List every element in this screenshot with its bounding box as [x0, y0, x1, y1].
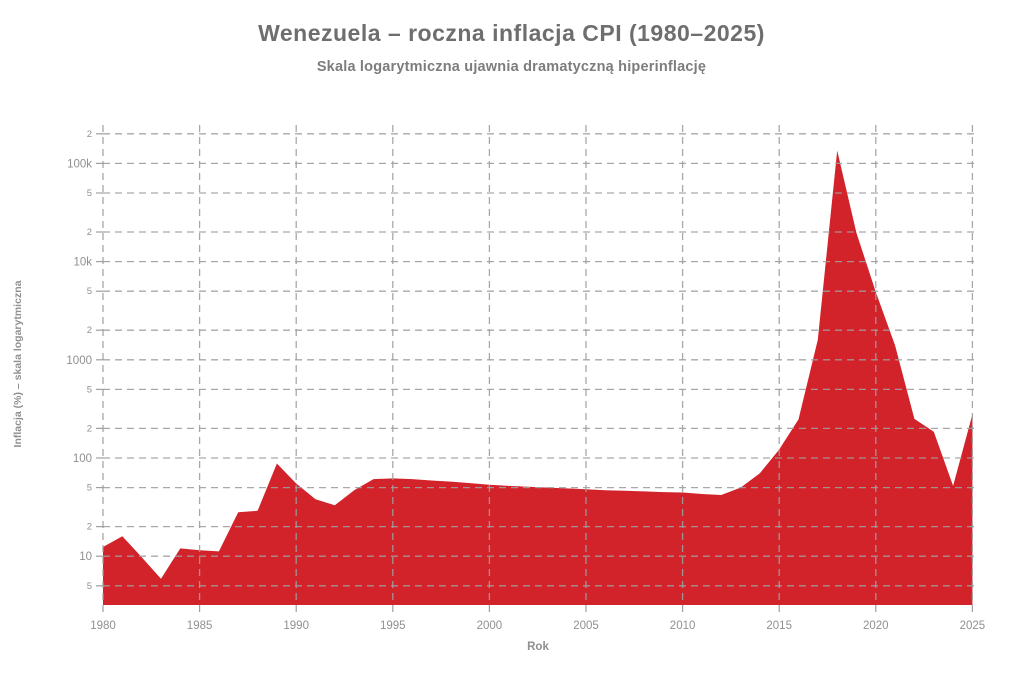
- y-tick-label: 2: [87, 522, 92, 533]
- area-series: [103, 150, 973, 605]
- y-axis-title: Inflacja (%) – skala logarytmiczna: [12, 280, 24, 448]
- y-tick-label: 5: [87, 483, 92, 494]
- x-tick-label: 1980: [90, 620, 116, 632]
- x-tick-label: 2010: [670, 620, 696, 632]
- x-tick-label: 1990: [283, 620, 309, 632]
- x-tick-label: 2015: [766, 620, 792, 632]
- y-tick-label: 1000: [66, 355, 92, 367]
- x-tick-label: 2025: [960, 620, 986, 632]
- y-tick-label: 5: [87, 286, 92, 297]
- y-tick-label: 10: [79, 551, 92, 563]
- chart-title: Wenezuela – roczna inflacja CPI (1980–20…: [258, 20, 765, 46]
- y-tick-label: 100: [73, 453, 92, 465]
- y-tick-label: 2: [87, 325, 92, 336]
- y-tick-label: 5: [87, 581, 92, 592]
- x-tick-label: 2020: [863, 620, 889, 632]
- y-tick-label: 5: [87, 188, 92, 199]
- x-tick-label: 2005: [573, 620, 599, 632]
- y-tick-label: 5: [87, 384, 92, 395]
- chart-subtitle: Skala logarytmiczna ujawnia dramatyczną …: [316, 59, 707, 75]
- x-tick-label: 1985: [187, 620, 213, 632]
- y-tick-label: 2: [87, 423, 92, 434]
- y-tick-label: 2: [87, 227, 92, 238]
- y-tick-label: 10k: [73, 257, 92, 269]
- y-tick-label: 100k: [67, 158, 92, 170]
- x-tick-label: 2000: [477, 620, 503, 632]
- x-tick-label: 1995: [380, 620, 406, 632]
- y-tick-label: 2: [87, 129, 92, 140]
- x-axis-title: Rok: [527, 641, 549, 653]
